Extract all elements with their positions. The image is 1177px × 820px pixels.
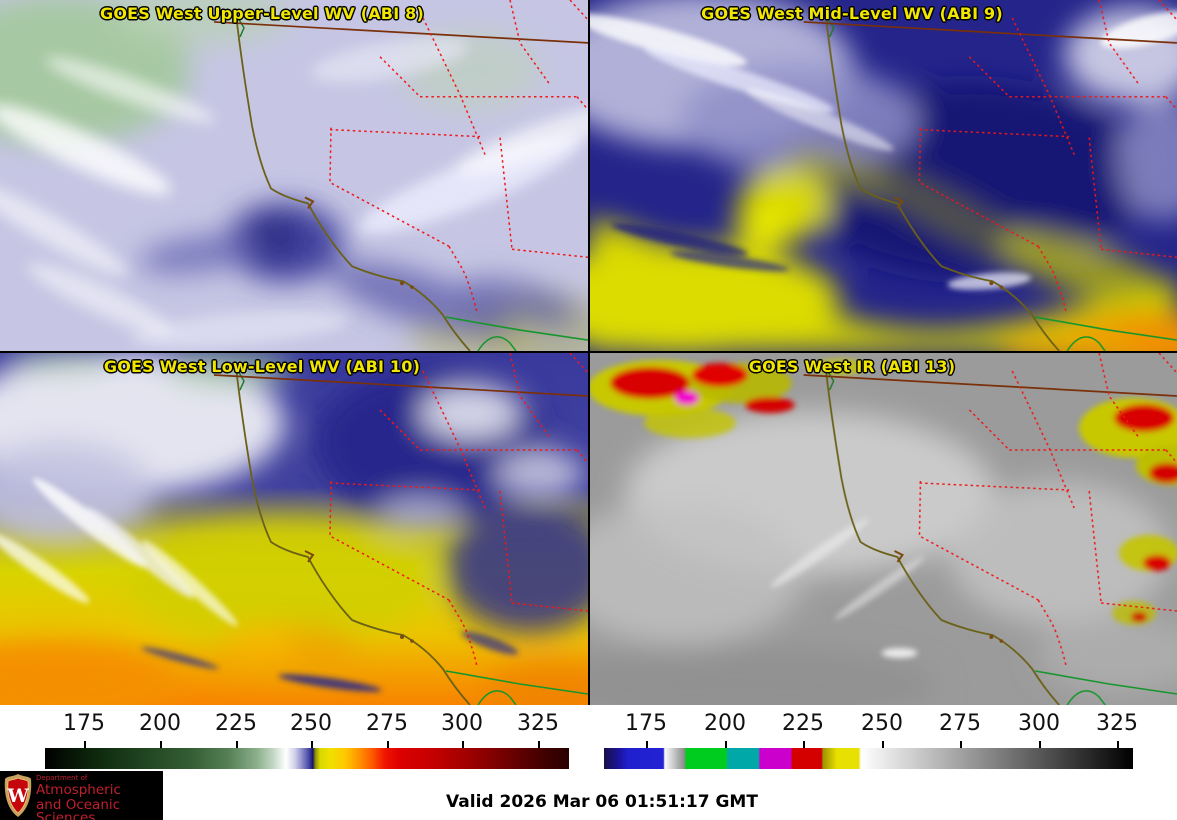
panel-upper-level-wv: GOES West Upper-Level WV (ABI 8): [0, 0, 588, 351]
abi13-imagery: [590, 353, 1177, 705]
wv-tick: [236, 741, 238, 748]
panel-mid-level-wv: GOES West Mid-Level WV (ABI 9): [590, 0, 1177, 351]
ir-tick: [1039, 741, 1041, 748]
wv-tick-label: 250: [290, 711, 332, 736]
abi9-imagery: [590, 0, 1177, 351]
wv-tick: [84, 741, 86, 748]
ir-tick: [646, 741, 648, 748]
wv-tick: [462, 741, 464, 748]
ir-colorbar: [604, 748, 1133, 769]
wv-tick: [160, 741, 162, 748]
logo-dept-line: Department of: [36, 774, 88, 782]
ir-tick-label: 275: [939, 711, 981, 736]
aos-logo: W Department of Atmospheric and Oceanic …: [0, 771, 163, 820]
ir-tick: [882, 741, 884, 748]
abi10-imagery: [0, 353, 588, 705]
ir-tick: [960, 741, 962, 748]
wv-tick-label: 275: [366, 711, 408, 736]
panel-title-abi13: GOES West IR (ABI 13): [748, 357, 956, 376]
valid-time-label: Valid 2026 Mar 06 01:51:17 GMT: [446, 792, 758, 812]
uw-crest-icon: W: [4, 774, 32, 817]
panel-title-abi8: GOES West Upper-Level WV (ABI 8): [100, 4, 424, 23]
wv-tick: [311, 741, 313, 748]
wv-tick: [538, 741, 540, 748]
wv-tick-label: 325: [517, 711, 559, 736]
ir-tick-label: 225: [782, 711, 824, 736]
ir-tick-label: 300: [1018, 711, 1060, 736]
ir-tick-label: 250: [861, 711, 903, 736]
wv-tick-label: 225: [215, 711, 257, 736]
ir-tick: [1117, 741, 1119, 748]
panel-title-abi10: GOES West Low-Level WV (ABI 10): [103, 357, 421, 376]
ir-tick-label: 200: [704, 711, 746, 736]
logo-name-line2: and Oceanic Sciences: [36, 796, 121, 820]
panel-low-level-wv: GOES West Low-Level WV (ABI 10): [0, 353, 588, 705]
wv-tick: [387, 741, 389, 748]
logo-name-line1: Atmospheric: [36, 782, 121, 798]
wv-tick-label: 175: [63, 711, 105, 736]
svg-text:W: W: [6, 785, 29, 807]
ir-tick: [803, 741, 805, 748]
panel-title-abi9: GOES West Mid-Level WV (ABI 9): [701, 4, 1003, 23]
abi8-imagery: [0, 0, 588, 351]
wv-tick-label: 200: [139, 711, 181, 736]
ir-tick: [725, 741, 727, 748]
ir-tick-label: 175: [625, 711, 667, 736]
wv-colorbar: [45, 748, 569, 769]
ir-tick-label: 325: [1096, 711, 1138, 736]
panel-ir: GOES West IR (ABI 13): [590, 353, 1177, 705]
wv-tick-label: 300: [441, 711, 483, 736]
